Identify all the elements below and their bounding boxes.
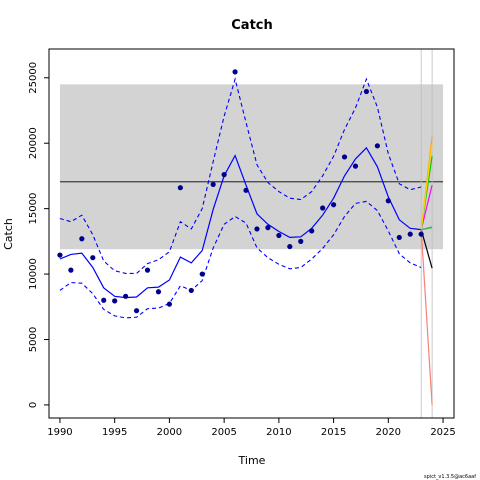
lower-ci-line [59,200,422,319]
forecast-line-0 [420,229,433,269]
fit-layer [59,146,422,299]
y-axis: 0 5000 10000 15000 20000 25000 [28,62,50,408]
forecast-line-2 [420,184,433,230]
observation-point [133,308,140,314]
observation-point [188,287,194,294]
observation-layer [57,69,424,314]
x-tick-label: 2020 [376,427,401,438]
observation-point [298,238,304,244]
observation-point [166,301,173,307]
observation-point [177,185,183,191]
observation-point [385,198,391,204]
x-tick-label: 2010 [266,427,291,438]
observation-point [57,252,63,258]
observation-point [418,231,424,237]
x-tick-label: 1995 [102,427,127,438]
observation-point [276,232,282,239]
forecast-line-1 [420,229,433,405]
observation-point [320,205,326,211]
y-tick-label: 25000 [28,62,39,94]
observation-point [199,271,205,277]
observation-point [330,202,337,208]
observation-point [341,154,348,160]
observation-point [68,267,74,273]
y-tick-label: 20000 [28,127,39,159]
observation-point [352,163,359,169]
y-tick-label: 10000 [28,258,39,290]
x-tick-label: 2005 [211,427,236,438]
y-axis-label: Catch [2,218,15,250]
msy-band-layer [59,84,444,250]
x-axis: 1990 1995 2000 2005 2010 2015 2020 2025 [47,417,456,438]
confidence-interval-layer [59,77,422,319]
observation-point [374,143,380,149]
observation-point [210,181,216,188]
observation-point [232,69,238,75]
version-footnote: spict_v1.3.5@ac6aaf [424,474,476,480]
y-tick-label: 5000 [28,327,39,352]
x-tick-label: 2000 [157,427,182,438]
observation-point [287,243,293,250]
observation-point [112,298,118,304]
observation-point [221,172,227,178]
forecast-line-8 [421,227,433,231]
y-tick-label: 0 [28,402,39,408]
estimate-line [59,146,422,299]
x-axis-label: Time [238,454,266,467]
observation-point [101,297,107,303]
observation-point [309,228,315,234]
x-tick-label: 2025 [430,427,455,438]
observation-point [254,226,260,232]
observation-point [407,231,413,237]
x-tick-label: 1990 [47,427,72,438]
observation-point [144,267,151,273]
observation-point [90,255,96,261]
observation-point [243,187,249,193]
forecast-layer [420,136,433,405]
y-tick-label: 15000 [28,193,39,225]
forecast-line-7 [420,144,433,230]
chart-title: Catch [231,18,273,33]
observation-point [123,293,129,299]
observation-point [363,88,370,95]
observation-point [155,289,162,295]
observation-point [265,225,271,231]
x-tick-label: 2015 [321,427,346,438]
upper-ci-line [59,77,422,274]
observation-point [79,236,85,242]
msy-band [59,84,444,250]
observation-point [396,234,402,241]
